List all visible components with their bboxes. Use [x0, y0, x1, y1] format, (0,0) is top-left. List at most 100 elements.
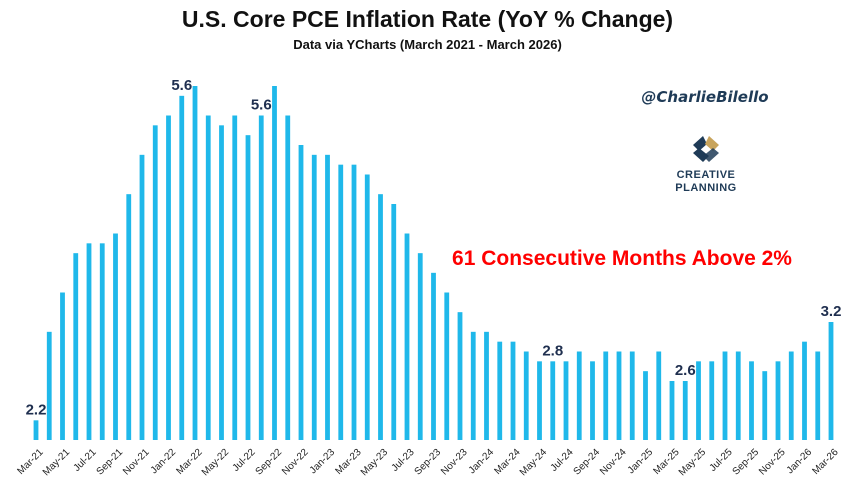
bar-Jul-23 [404, 233, 410, 440]
data-label-Aug-22: 5.6 [251, 97, 272, 114]
x-tick-label-May-22: May-22 [200, 447, 232, 479]
data-label-Apr-25: 2.6 [675, 362, 696, 379]
x-tick-label-May-25: May-25 [677, 447, 709, 479]
bar-Jun-23 [391, 204, 397, 440]
chart-subtitle: Data via YCharts (March 2021 - March 202… [293, 37, 562, 52]
bar-Apr-23 [364, 174, 370, 440]
x-tick-label-May-24: May-24 [518, 447, 550, 479]
x-tick-label-Mar-26: Mar-26 [810, 447, 840, 477]
bar-Dec-22 [311, 154, 317, 440]
x-tick-label-Nov-24: Nov-24 [598, 447, 629, 478]
bar-Jan-25 [643, 371, 648, 440]
bar-Jan-26 [802, 341, 807, 440]
data-labels: 2.2 5.6 5.6 2.8 2.6 3.2 [26, 77, 842, 418]
bar-series [33, 86, 834, 441]
x-tick-label-Sep-25: Sep-25 [731, 447, 762, 478]
bar-Jul-25 [722, 351, 728, 440]
bar-Dec-23 [470, 331, 476, 440]
bar-Oct-24 [603, 351, 609, 440]
bar-Aug-22 [258, 115, 264, 440]
x-tick-label-Jan-26: Jan-26 [785, 447, 815, 477]
bar-Oct-25 [762, 371, 768, 440]
bar-Mar-26 [828, 322, 834, 440]
bar-Aug-25 [735, 351, 741, 440]
x-tick-label-Sep-22: Sep-22 [254, 447, 285, 478]
chart-title: U.S. Core PCE Inflation Rate (YoY % Chan… [182, 6, 673, 32]
bar-Nov-21 [139, 154, 145, 440]
bar-Aug-21 [99, 243, 105, 440]
x-tick-label-Nov-22: Nov-22 [280, 447, 311, 478]
bar-Jun-24 [550, 361, 556, 440]
x-tick-label-Mar-22: Mar-22 [174, 447, 204, 477]
x-tick-label-May-21: May-21 [41, 447, 73, 479]
bar-Feb-22 [179, 95, 185, 440]
logo-mark-icon [693, 136, 719, 162]
x-tick-label-Sep-21: Sep-21 [95, 447, 126, 478]
bar-Nov-22 [298, 145, 304, 440]
bar-Apr-22 [205, 115, 211, 440]
bar-Feb-26 [815, 351, 821, 440]
bar-Jun-22 [232, 115, 238, 440]
logo-text-line2: PLANNING [675, 182, 736, 194]
bar-Feb-25 [656, 351, 662, 440]
x-tick-label-Jan-23: Jan-23 [308, 447, 338, 477]
data-label-Feb-22: 5.6 [171, 77, 192, 94]
bar-Jul-22 [245, 135, 251, 441]
bar-Mar-24 [510, 341, 516, 440]
bar-Jan-23 [325, 154, 330, 440]
data-label-Jun-24: 2.8 [542, 342, 563, 359]
bar-Nov-23 [457, 312, 463, 440]
bar-Sep-21 [113, 233, 118, 440]
bar-Sep-22 [272, 86, 277, 440]
callout-annotation: 61 Consecutive Months Above 2% [452, 247, 792, 270]
creative-planning-logo: CREATIVE PLANNING [675, 136, 736, 194]
x-tick-label-Jan-25: Jan-25 [626, 447, 656, 477]
logo-text-line1: CREATIVE [677, 169, 736, 181]
x-tick-label-May-23: May-23 [359, 447, 391, 479]
x-tick-label-Jan-22: Jan-22 [149, 447, 179, 477]
bar-Mar-23 [351, 164, 357, 441]
bar-Aug-23 [417, 253, 423, 440]
x-tick-label-Sep-23: Sep-23 [413, 447, 444, 478]
bar-Sep-23 [431, 272, 436, 440]
bar-Mar-22 [192, 86, 198, 440]
x-tick-label-Jan-24: Jan-24 [467, 447, 497, 477]
bar-Jun-25 [709, 361, 715, 440]
x-tick-label-Sep-24: Sep-24 [572, 447, 603, 478]
bar-Jan-24 [484, 331, 489, 440]
bar-Apr-25 [682, 381, 688, 440]
bar-Feb-24 [497, 341, 503, 440]
bar-Mar-25 [669, 381, 675, 440]
bar-May-21 [60, 292, 65, 440]
bar-Oct-22 [285, 115, 291, 440]
bar-Apr-21 [46, 331, 52, 440]
bar-Feb-23 [338, 164, 344, 441]
bar-Aug-24 [576, 351, 582, 440]
bar-Dec-21 [152, 125, 158, 440]
bar-Nov-24 [616, 351, 622, 440]
bar-Jul-24 [563, 361, 569, 440]
bar-May-23 [378, 194, 383, 440]
data-label-Mar-21: 2.2 [26, 401, 47, 418]
bar-Mar-21 [33, 420, 39, 440]
x-tick-label-Mar-24: Mar-24 [492, 447, 522, 477]
bar-May-22 [219, 125, 224, 440]
data-label-Mar-26: 3.2 [821, 303, 842, 320]
bar-Oct-21 [126, 194, 132, 440]
bar-Jul-21 [86, 243, 92, 440]
bar-Sep-24 [590, 361, 595, 440]
x-tick-label-Mar-23: Mar-23 [333, 447, 363, 477]
x-tick-label-Nov-23: Nov-23 [439, 447, 470, 478]
x-tick-label-Nov-25: Nov-25 [757, 447, 788, 478]
bar-Jun-21 [73, 253, 79, 440]
x-tick-label-Nov-21: Nov-21 [121, 447, 152, 478]
bar-Dec-24 [629, 351, 635, 440]
bar-Sep-25 [749, 361, 754, 440]
bar-Oct-23 [444, 292, 450, 440]
bar-Apr-24 [523, 351, 529, 440]
bar-Jan-22 [166, 115, 171, 440]
author-handle: @CharlieBilello [641, 88, 768, 106]
x-tick-label-Mar-25: Mar-25 [651, 447, 681, 477]
